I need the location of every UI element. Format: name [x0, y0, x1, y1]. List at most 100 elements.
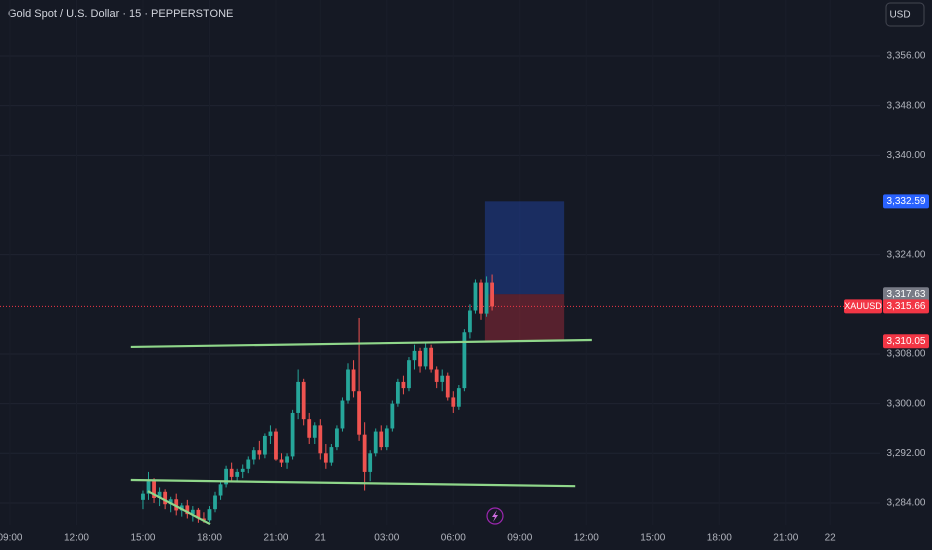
candle-body — [174, 499, 179, 511]
alert-icon[interactable] — [486, 507, 504, 525]
x-tick-label: 12:00 — [574, 533, 599, 544]
candle-body — [312, 425, 317, 438]
candle-body — [335, 428, 339, 448]
y-tick-label: 3,348.00 — [887, 100, 926, 111]
x-tick-label: 18:00 — [707, 533, 732, 544]
trend-line — [147, 490, 211, 526]
candle-body — [146, 481, 151, 494]
candle-body — [141, 493, 145, 500]
candle-body — [240, 468, 245, 472]
candle-body — [384, 428, 389, 448]
last-price-badge — [883, 299, 929, 314]
alert-icon-ring[interactable] — [486, 507, 504, 525]
candle-body — [185, 505, 190, 515]
trend-line — [130, 478, 576, 488]
pos-layer — [0, 201, 880, 342]
last-price-label: 3,315.66 — [887, 301, 926, 312]
candle-body — [362, 434, 367, 472]
x-tick-label: 21 — [315, 533, 327, 544]
candle-body — [456, 388, 461, 407]
x-tick-label: 12:00 — [64, 533, 89, 544]
x-tick-label: 21:00 — [263, 533, 288, 544]
x-tick-label: 18:00 — [197, 533, 222, 544]
stop-zone — [484, 294, 565, 342]
candle-body — [390, 403, 395, 429]
candle-body — [202, 518, 206, 521]
symbol-badge — [844, 299, 882, 314]
candle-body — [340, 400, 345, 429]
currency-button-frame[interactable] — [885, 2, 925, 27]
grid-layer — [0, 55, 880, 504]
x-tick-label: 22 — [825, 533, 837, 544]
candle-body — [257, 450, 262, 455]
candle-body — [346, 369, 350, 401]
alert-icon-bolt[interactable] — [492, 510, 498, 522]
marks-layer — [141, 274, 494, 523]
y-tick-label: 3,356.00 — [887, 51, 926, 62]
candle-body — [323, 453, 328, 463]
y-tick-label: 3,308.00 — [887, 349, 926, 360]
candle-body — [479, 282, 483, 314]
candle-body — [224, 468, 228, 485]
symbol-label: XAUUSD — [844, 301, 882, 311]
candle-body — [407, 360, 411, 389]
candle-body — [484, 282, 489, 314]
axis-layer: 3,356.00 3,348.00 3,340.00 3,324.00 3,308.00… — [0, 51, 929, 544]
currency-button[interactable]: USD — [885, 2, 925, 27]
candle-body — [207, 509, 212, 521]
candle-body — [196, 509, 201, 519]
target-badge — [883, 194, 929, 209]
candle-body — [418, 350, 422, 367]
x-tick-label: 03:00 — [374, 533, 399, 544]
stop-badge — [883, 334, 929, 349]
candle-body — [351, 369, 356, 392]
x-tick-label: 21:00 — [773, 533, 798, 544]
candle-body — [473, 282, 478, 311]
y-tick-label: 3,340.00 — [887, 150, 926, 161]
candle-body — [251, 450, 256, 460]
candle-body — [379, 431, 384, 448]
candle-body — [301, 381, 306, 420]
y-tick-label: 3,300.00 — [887, 398, 926, 409]
candle-body — [213, 495, 217, 510]
chart-title: Gold Spot / U.S. Dollar · 15 · PEPPERSTO… — [8, 8, 233, 20]
lines-layer — [130, 338, 592, 526]
x-tick-label: 09:00 — [507, 533, 532, 544]
candle-body — [279, 459, 284, 463]
candle-body — [423, 347, 428, 367]
y-tick-label: 3,324.00 — [887, 249, 926, 260]
candle-body — [329, 447, 334, 463]
candle-body — [168, 499, 173, 505]
candle-body — [401, 381, 406, 389]
candle-body — [229, 468, 234, 477]
candle-body — [235, 471, 240, 477]
candle-body — [395, 381, 400, 404]
candle-body — [462, 332, 467, 389]
candle-body — [285, 456, 289, 463]
candle-body — [262, 435, 267, 455]
candle-body — [468, 310, 472, 333]
candle-body — [440, 375, 445, 382]
candle-body — [429, 347, 434, 370]
candle-body — [445, 375, 450, 398]
trend-line — [130, 338, 592, 349]
currency-label[interactable]: USD — [889, 10, 910, 21]
candle-body — [268, 431, 273, 436]
target-label: 3,332.59 — [887, 196, 926, 207]
candle-body — [246, 459, 251, 469]
x-tick-label: 15:00 — [640, 533, 665, 544]
candle-body — [307, 419, 312, 438]
candle-body — [368, 453, 373, 472]
x-tick-label: 15:00 — [130, 533, 155, 544]
candle-body — [412, 350, 417, 361]
candle-body — [218, 484, 223, 496]
candle-body — [357, 391, 361, 435]
target-zone — [484, 201, 565, 295]
candle-body — [490, 282, 494, 307]
candle-body — [318, 425, 323, 454]
candle-body — [296, 381, 301, 413]
entry-label: 3,317.63 — [887, 289, 926, 300]
candle-body — [157, 491, 162, 498]
